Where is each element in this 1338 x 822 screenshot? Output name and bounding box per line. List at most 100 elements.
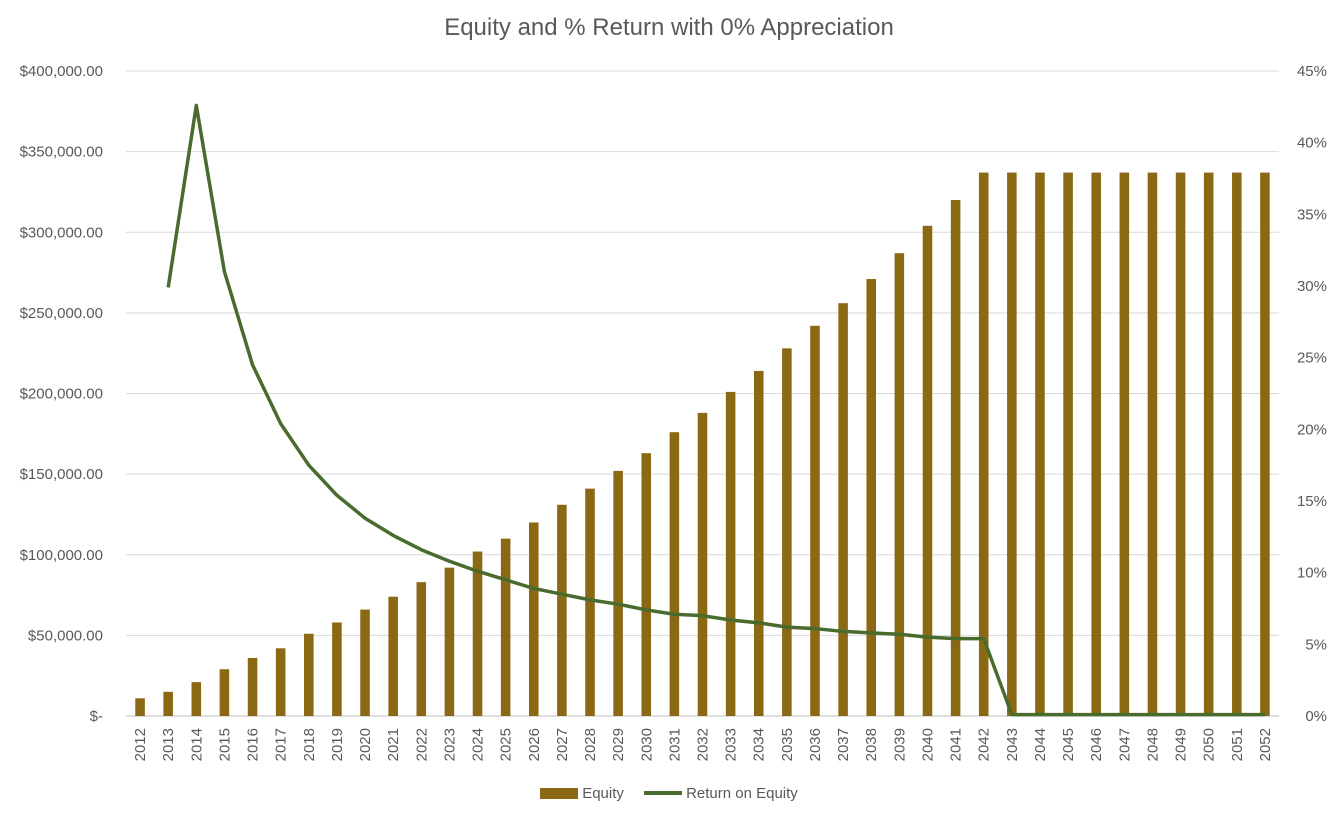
equity-bar[interactable] (1260, 172, 1270, 716)
equity-bar[interactable] (219, 669, 230, 716)
left-tick-label: $200,000.00 (20, 386, 103, 403)
legend-item-roe[interactable]: Return on Equity (644, 785, 798, 802)
equity-bar[interactable] (332, 622, 342, 716)
equity-bar[interactable] (416, 582, 427, 716)
left-tick-label: $300,000.00 (20, 224, 103, 241)
equity-bar[interactable] (1147, 172, 1158, 716)
equity-bar[interactable] (1091, 172, 1101, 716)
x-tick-label: 2052 (1257, 728, 1274, 761)
x-tick-label: 2037 (835, 728, 852, 761)
x-tick-label: 2026 (526, 728, 543, 761)
x-tick-label: 2021 (385, 728, 402, 761)
x-tick-label: 2017 (273, 728, 290, 761)
equity-bar[interactable] (247, 657, 258, 716)
equity-bar[interactable] (810, 325, 820, 716)
equity-bar[interactable] (557, 504, 567, 716)
x-tick-label: 2040 (919, 728, 936, 761)
equity-bars (135, 172, 1270, 717)
equity-bar[interactable] (641, 453, 652, 716)
x-tick-label: 2045 (1060, 728, 1077, 761)
equity-bar[interactable] (304, 633, 314, 716)
equity-bar[interactable] (360, 609, 370, 716)
equity-bar[interactable] (613, 470, 623, 716)
equity-bar[interactable] (753, 370, 764, 716)
legend-swatch-equity (540, 787, 579, 799)
left-tick-label: $100,000.00 (20, 547, 103, 564)
x-tick-label: 2042 (976, 728, 993, 761)
equity-bar[interactable] (444, 567, 455, 716)
x-tick-label: 2035 (779, 728, 796, 761)
x-tick-label: 2041 (948, 728, 965, 761)
equity-bar[interactable] (1175, 172, 1186, 716)
x-tick-label: 2039 (891, 728, 908, 761)
legend-label-equity: Equity (582, 784, 624, 802)
equity-bar[interactable] (978, 172, 989, 716)
x-tick-label: 2047 (1116, 728, 1133, 761)
left-tick-label: $350,000.00 (20, 144, 103, 161)
left-tick-label: $250,000.00 (20, 305, 103, 322)
equity-bar[interactable] (275, 648, 286, 716)
equity-bar[interactable] (950, 200, 961, 716)
x-tick-label: 2016 (245, 728, 262, 761)
equity-bar[interactable] (500, 538, 511, 716)
equity-bar[interactable] (894, 253, 905, 716)
x-tick-label: 2044 (1032, 728, 1049, 761)
equity-bar[interactable] (1119, 172, 1130, 716)
equity-bar[interactable] (782, 348, 792, 716)
x-tick-label: 2050 (1201, 728, 1218, 761)
legend-item-equity[interactable]: Equity (540, 785, 624, 802)
equity-bar[interactable] (472, 551, 483, 716)
return-on-equity-line (166, 103, 1265, 717)
chart-title: Equity and % Return with 0% Appreciation (444, 14, 894, 41)
equity-bar[interactable] (1203, 172, 1214, 716)
right-tick-label: 15% (1297, 493, 1327, 510)
left-axis-ticks: $- $50,000.00 $100,000.00 $150,000.00 $200,0… (20, 63, 103, 725)
right-tick-label: 20% (1297, 421, 1327, 438)
equity-bar[interactable] (135, 698, 145, 716)
right-tick-label: 35% (1297, 206, 1327, 223)
right-axis-ticks: 0% 5% 10% 15% 20% 25% 30% 35% 40% 45% (1297, 63, 1327, 725)
equity-bar[interactable] (1035, 172, 1045, 716)
equity-bar[interactable] (1063, 172, 1073, 716)
x-tick-label: 2013 (160, 728, 177, 761)
right-tick-label: 5% (1305, 636, 1327, 653)
equity-bar[interactable] (838, 303, 848, 716)
x-tick-label: 2032 (695, 728, 712, 761)
right-tick-label: 0% (1305, 708, 1327, 725)
equity-bar[interactable] (585, 488, 595, 716)
equity-bar[interactable] (528, 522, 539, 717)
equity-bar[interactable] (866, 279, 877, 716)
x-tick-label: 2049 (1173, 728, 1190, 761)
equity-bar[interactable] (388, 596, 398, 716)
x-tick-label: 2023 (441, 728, 458, 761)
right-tick-label: 40% (1297, 135, 1327, 152)
x-tick-label: 2022 (413, 728, 430, 761)
left-tick-label: $400,000.00 (20, 63, 103, 80)
equity-bar[interactable] (163, 691, 173, 716)
equity-bar[interactable] (1232, 172, 1242, 716)
x-tick-label: 2020 (357, 728, 374, 761)
right-tick-label: 25% (1297, 350, 1327, 367)
x-tick-label: 2048 (1144, 728, 1161, 761)
x-tick-label: 2028 (582, 728, 599, 761)
equity-bar[interactable] (191, 682, 202, 716)
x-tick-label: 2051 (1229, 728, 1246, 761)
legend: Equity Return on Equity (0, 784, 1338, 802)
equity-bar[interactable] (725, 391, 736, 716)
x-tick-label: 2018 (301, 728, 318, 761)
x-tick-label: 2038 (863, 728, 880, 761)
x-tick-label: 2025 (498, 728, 515, 761)
right-tick-label: 45% (1297, 63, 1327, 80)
legend-swatch-roe (644, 791, 683, 796)
x-axis-ticks: 2012 2013 2014 2015 2016 2017 2018 2019 2020 2021… (132, 728, 1274, 761)
x-tick-label: 2030 (638, 728, 655, 761)
equity-bar[interactable] (669, 432, 680, 716)
equity-bar[interactable] (922, 225, 933, 717)
equity-bar[interactable] (1007, 172, 1017, 716)
x-tick-label: 2029 (610, 728, 627, 761)
x-tick-label: 2024 (470, 728, 487, 761)
x-tick-label: 2012 (132, 728, 149, 761)
x-tick-label: 2034 (751, 728, 768, 761)
equity-bar[interactable] (697, 412, 708, 716)
